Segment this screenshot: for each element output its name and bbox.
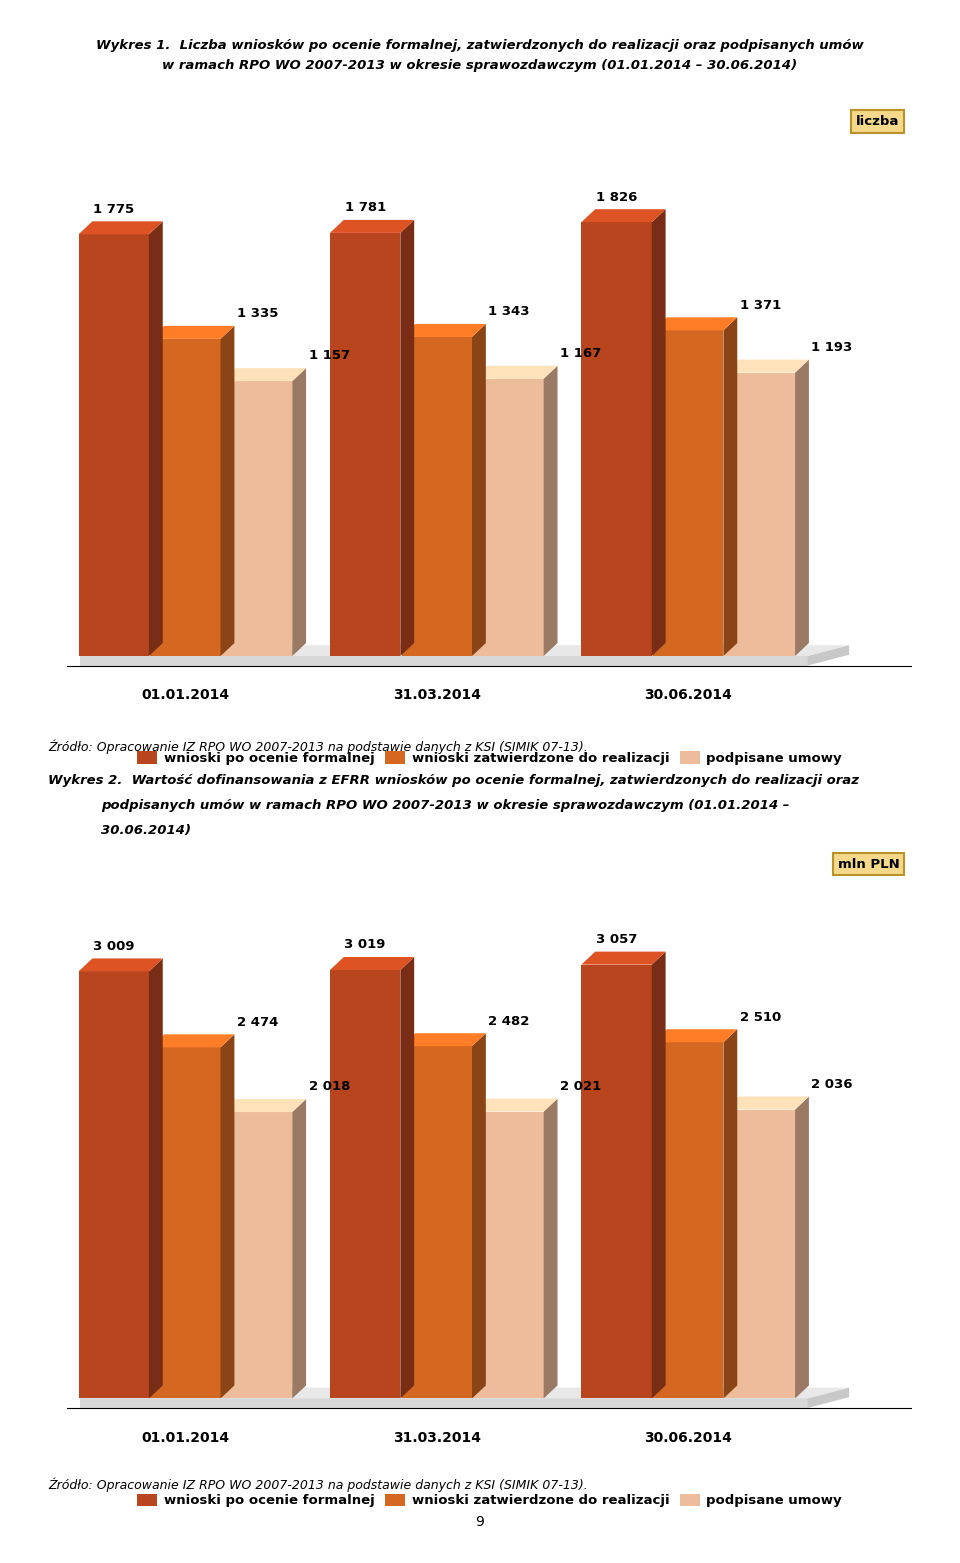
Bar (150, 1047, 221, 1399)
Text: 2 474: 2 474 (237, 1016, 278, 1028)
Text: 1 167: 1 167 (560, 347, 601, 359)
Bar (150, 339, 221, 656)
Bar (401, 1046, 472, 1399)
Polygon shape (652, 952, 665, 1399)
Polygon shape (543, 366, 558, 656)
Polygon shape (221, 1035, 234, 1399)
Legend: wnioski po ocenie formalnej, wnioski zatwierdzone do realizacji, podpisane umowy: wnioski po ocenie formalnej, wnioski zat… (132, 746, 847, 771)
Polygon shape (80, 1388, 850, 1399)
Text: 1 157: 1 157 (308, 350, 349, 363)
Polygon shape (330, 957, 414, 971)
Text: 2 021: 2 021 (560, 1080, 601, 1093)
Text: podpisanych umów w ramach RPO WO 2007-2013 w okresie sprawozdawczym (01.01.2014 : podpisanych umów w ramach RPO WO 2007-20… (101, 799, 789, 811)
Text: 1 371: 1 371 (740, 299, 781, 311)
Bar (725, 1110, 795, 1399)
Polygon shape (724, 1030, 737, 1399)
Polygon shape (80, 646, 850, 656)
Polygon shape (292, 1099, 306, 1399)
Polygon shape (221, 325, 234, 656)
Text: Źródło: Opracowanie IZ RPO WO 2007-2013 na podstawie danych z KSI (SIMIK 07-13).: Źródło: Opracowanie IZ RPO WO 2007-2013 … (48, 1477, 588, 1491)
Bar (401, 338, 472, 656)
Text: 9: 9 (475, 1515, 485, 1529)
Polygon shape (472, 324, 486, 656)
Polygon shape (150, 325, 234, 339)
Text: 1 193: 1 193 (811, 341, 852, 353)
Text: 1 335: 1 335 (237, 308, 278, 320)
Polygon shape (652, 209, 665, 656)
Polygon shape (725, 359, 809, 372)
Polygon shape (292, 369, 306, 656)
Polygon shape (222, 1099, 306, 1113)
Text: 1 775: 1 775 (93, 203, 134, 216)
Text: 2 018: 2 018 (308, 1080, 350, 1094)
Polygon shape (473, 1099, 558, 1111)
Polygon shape (582, 209, 665, 222)
Polygon shape (149, 958, 163, 1399)
Polygon shape (795, 1097, 809, 1399)
Polygon shape (400, 220, 414, 656)
Text: 1 343: 1 343 (489, 305, 530, 319)
Text: w ramach RPO WO 2007-2013 w okresie sprawozdawczym (01.01.2014 – 30.06.2014): w ramach RPO WO 2007-2013 w okresie spra… (162, 59, 798, 72)
Legend: wnioski po ocenie formalnej, wnioski zatwierdzone do realizacji, podpisane umowy: wnioski po ocenie formalnej, wnioski zat… (132, 1488, 847, 1513)
Bar (330, 233, 400, 656)
Text: 3 019: 3 019 (345, 938, 386, 952)
Text: 30.06.2014): 30.06.2014) (101, 824, 191, 836)
Bar (473, 1111, 543, 1399)
Text: 2 510: 2 510 (740, 1011, 781, 1024)
Polygon shape (150, 1035, 234, 1047)
Polygon shape (149, 222, 163, 656)
Bar (582, 964, 652, 1399)
Text: 1 826: 1 826 (596, 191, 637, 203)
Polygon shape (330, 220, 414, 233)
Text: liczba: liczba (856, 116, 900, 128)
Polygon shape (582, 952, 665, 964)
Polygon shape (79, 958, 163, 972)
Text: 1 781: 1 781 (345, 202, 386, 214)
Polygon shape (222, 369, 306, 381)
Bar (80, 656, 807, 666)
Polygon shape (795, 359, 809, 656)
Bar (80, 1399, 807, 1408)
Polygon shape (473, 366, 558, 378)
Text: Wykres 1.  Liczba wniosków po ocenie formalnej, zatwierdzonych do realizacji ora: Wykres 1. Liczba wniosków po ocenie form… (96, 39, 864, 52)
Bar (582, 222, 652, 656)
Polygon shape (807, 1388, 850, 1408)
Bar (725, 372, 795, 656)
Polygon shape (401, 1033, 486, 1046)
Bar (222, 1113, 292, 1399)
Polygon shape (807, 646, 850, 666)
Bar (653, 330, 724, 656)
Polygon shape (653, 317, 737, 330)
Polygon shape (79, 222, 163, 234)
Text: 3 009: 3 009 (93, 939, 134, 953)
Text: Wykres 2.  Wartość dofinansowania z EFRR wniosków po ocenie formalnej, zatwierdz: Wykres 2. Wartość dofinansowania z EFRR … (48, 774, 859, 786)
Bar (653, 1043, 724, 1399)
Polygon shape (472, 1033, 486, 1399)
Text: Źródło: Opracowanie IZ RPO WO 2007-2013 na podstawie danych z KSI (SIMIK 07-13).: Źródło: Opracowanie IZ RPO WO 2007-2013 … (48, 739, 588, 753)
Text: 2 036: 2 036 (811, 1078, 852, 1091)
Polygon shape (725, 1097, 809, 1110)
Bar (79, 972, 149, 1399)
Bar (330, 971, 400, 1399)
Polygon shape (653, 1030, 737, 1043)
Polygon shape (400, 957, 414, 1399)
Bar (79, 234, 149, 656)
Text: mln PLN: mln PLN (837, 858, 900, 871)
Text: 3 057: 3 057 (596, 933, 637, 946)
Text: 2 482: 2 482 (489, 1014, 530, 1027)
Polygon shape (543, 1099, 558, 1399)
Bar (473, 378, 543, 656)
Polygon shape (724, 317, 737, 656)
Bar (222, 381, 292, 656)
Polygon shape (401, 324, 486, 338)
